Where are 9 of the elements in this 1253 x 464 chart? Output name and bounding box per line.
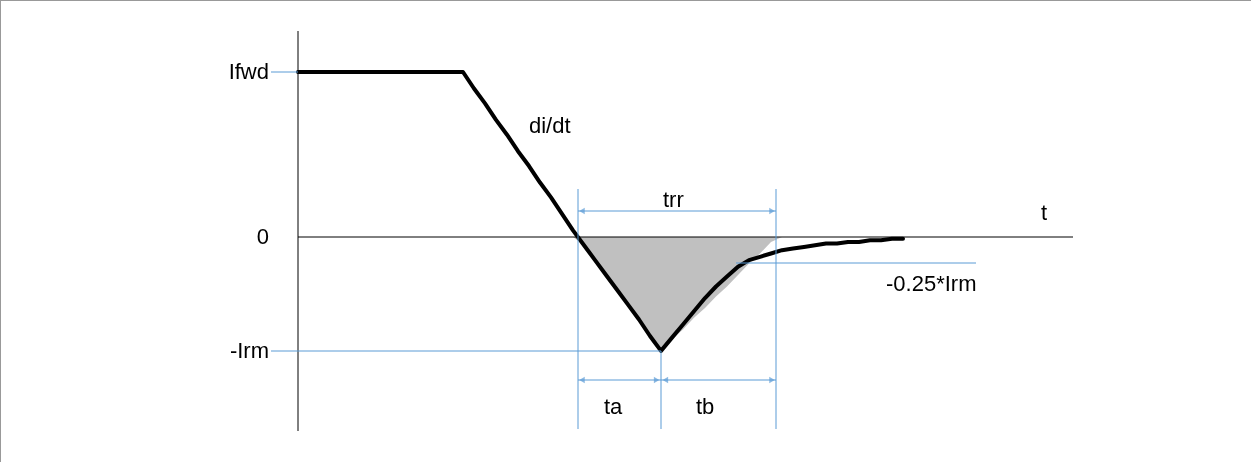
text: t bbox=[1041, 200, 1048, 225]
annotation: trr bbox=[663, 187, 684, 212]
text: 0 bbox=[256, 224, 269, 249]
text: -Irm bbox=[229, 338, 269, 363]
text: Ifwd bbox=[228, 59, 269, 84]
text: ta bbox=[604, 394, 624, 419]
annotation: di/dt bbox=[529, 113, 571, 138]
annotation: -0.25*Irm bbox=[886, 271, 977, 296]
text: tb bbox=[696, 394, 715, 419]
